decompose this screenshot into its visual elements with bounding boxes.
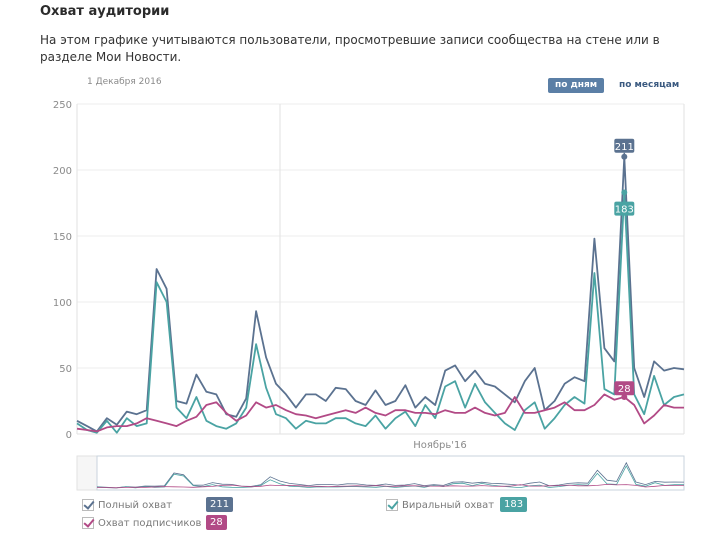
y-tick-label: 50 (59, 364, 72, 375)
navigator-line-1 (96, 465, 685, 489)
date-label: 1 Декабря 2016 (87, 77, 162, 87)
highlight-point-viral (621, 189, 628, 196)
highlight-value-subs: 28 (618, 384, 631, 395)
series-line-1 (76, 191, 685, 434)
legend-label-full: Полный охват (98, 499, 173, 511)
y-tick-label: 250 (53, 100, 72, 111)
checkbox-subs[interactable] (82, 517, 94, 529)
legend-value-full: 211 (206, 497, 234, 512)
legend-item-full[interactable]: Полный охват (82, 499, 172, 511)
highlight-value-viral: 183 (615, 205, 634, 216)
y-tick-label: 0 (66, 430, 72, 441)
series-line-0 (76, 155, 685, 433)
chart-description: На этом графике учитываются пользователи… (40, 33, 660, 64)
legend-item-viral[interactable]: Виральный охват (386, 499, 494, 511)
reach-chart: 0 50 100 150 200 250 Ноябрь'16 211 183 28 (53, 100, 685, 491)
highlight-badge-viral (614, 201, 635, 216)
page-title: Охват аудитории (40, 4, 170, 19)
series-line-2 (76, 393, 684, 433)
x-month-label: Ноябрь'16 (413, 440, 467, 451)
y-tick-label: 200 (53, 166, 72, 177)
checkbox-full[interactable] (82, 499, 94, 511)
y-tick-label: 150 (53, 232, 72, 243)
legend-label-subs: Охват подписчиков (98, 517, 202, 529)
checkbox-viral[interactable] (386, 499, 398, 511)
legend-value-subs: 28 (206, 515, 227, 530)
tab-by-months[interactable]: по месяцам (619, 80, 680, 90)
tab-by-days[interactable]: по дням (548, 78, 605, 93)
legend-item-subs[interactable]: Охват подписчиков (82, 517, 201, 529)
navigator-line-2 (96, 483, 684, 489)
highlight-point-subs (621, 394, 628, 401)
legend-label-viral: Виральный охват (402, 499, 495, 511)
y-tick-label: 100 (53, 298, 72, 309)
highlight-value-full: 211 (615, 142, 634, 153)
highlight-badge-subs (614, 381, 635, 396)
navigator-line-0 (96, 461, 685, 489)
legend-value-viral: 183 (500, 497, 528, 512)
highlight-badge-full (614, 138, 635, 153)
